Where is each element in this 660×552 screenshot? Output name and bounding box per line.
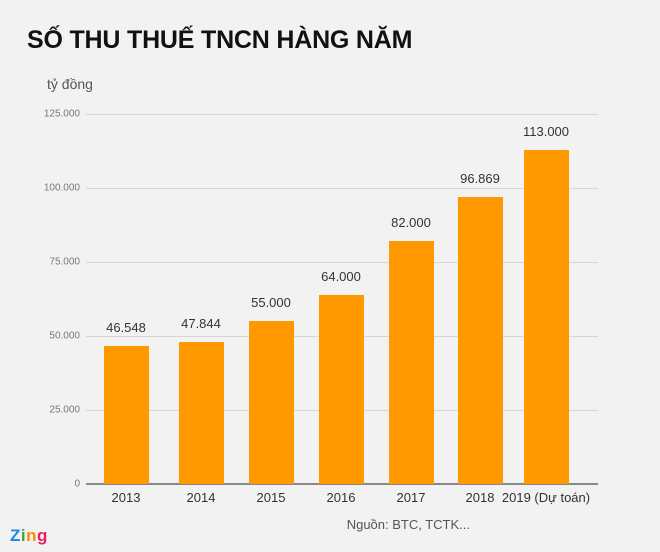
bar — [524, 149, 569, 484]
x-tick-label: 2018 — [465, 490, 495, 505]
logo-letter: g — [37, 526, 48, 545]
logo-letter: Z — [10, 526, 21, 545]
bar — [458, 197, 503, 484]
gridline — [86, 262, 598, 263]
logo-letter: i — [20, 526, 27, 545]
value-label: 55.000 — [251, 295, 291, 311]
source-note: Nguồn: BTC, TCTK... — [346, 517, 470, 532]
bar — [249, 321, 294, 484]
bar — [389, 241, 434, 484]
x-tick-label: 2015 — [256, 490, 286, 505]
y-tick-label: 50.000 — [49, 330, 80, 342]
y-tick-label: 100.000 — [43, 182, 80, 194]
value-label: 64.000 — [321, 268, 361, 284]
y-tick-label: 0 — [74, 478, 80, 490]
value-label: 113.000 — [522, 123, 570, 139]
x-tick-label: 2016 — [326, 490, 356, 505]
y-tick-label: 125.000 — [43, 108, 80, 120]
gridline — [86, 188, 598, 189]
value-label: 47.844 — [181, 316, 221, 332]
y-axis-unit-label: tỷ đồng — [47, 76, 93, 92]
y-tick-label: 75.000 — [49, 256, 80, 268]
bar — [104, 346, 149, 484]
value-label: 46.548 — [106, 320, 146, 336]
bar — [179, 342, 224, 484]
chart-title: SỐ THU THUẾ TNCN HÀNG NĂM — [27, 26, 413, 54]
logo-letter: n — [26, 526, 38, 545]
x-tick-label: 2017 — [396, 490, 426, 505]
x-tick-label: 2013 — [111, 490, 141, 505]
value-label: 82.000 — [391, 215, 431, 231]
x-tick-label: 2019 (Dự toán) — [501, 490, 591, 505]
zing-logo: Zing — [10, 526, 48, 546]
value-label: 96.869 — [460, 171, 500, 187]
x-tick-label: 2014 — [186, 490, 216, 505]
gridline — [86, 114, 598, 115]
bar — [319, 294, 364, 484]
x-axis-line — [86, 483, 598, 485]
y-tick-label: 25.000 — [49, 404, 80, 416]
